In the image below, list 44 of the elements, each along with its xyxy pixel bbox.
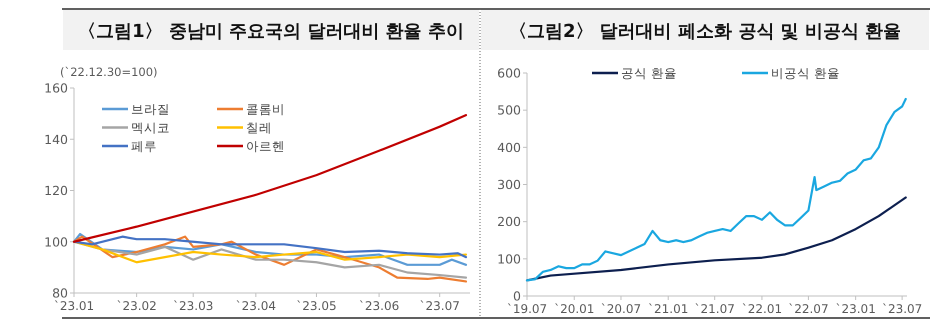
legend-label: 멕시코 xyxy=(131,120,170,135)
x-tick-label: `23.02 xyxy=(116,299,157,313)
x-tick-label: `23.06 xyxy=(358,299,400,313)
x-tick-label: `23.07 xyxy=(882,302,922,316)
x-tick-label: `23.01 xyxy=(835,302,876,316)
legend-label: 비공식 환율 xyxy=(771,66,840,80)
x-tick-label: `23.04 xyxy=(236,299,276,313)
y-tick-label: 100 xyxy=(44,234,68,250)
y-tick-label: 100 xyxy=(497,251,522,266)
legend-label: 콜롬비 xyxy=(246,102,285,116)
line-series xyxy=(72,232,468,266)
text: (`22.12.30=100) xyxy=(60,65,158,79)
x-tick-label: `19.07 xyxy=(506,302,548,316)
legend-label: 칠레 xyxy=(246,120,272,135)
x-tick-label: `23.07 xyxy=(420,299,460,313)
legend-label: 브라질 xyxy=(131,102,170,116)
y-tick-label: 300 xyxy=(497,177,522,192)
x-tick-label: `23.01 xyxy=(54,299,94,313)
y-tick-label: 0 xyxy=(513,288,522,304)
y-tick-label: 80 xyxy=(52,286,68,300)
legend-label: 공식 환율 xyxy=(621,66,677,80)
legend-label: 아르헨 xyxy=(246,138,285,154)
x-tick-label: `21.01 xyxy=(648,302,688,316)
x-tick-label: `20.01 xyxy=(554,302,594,316)
x-tick-label: `21.07 xyxy=(694,302,735,316)
chart-title: 〈그림2〉 달러대비 페소화 공식 및 비공식 환율 xyxy=(508,21,902,42)
x-tick-label: `23.05 xyxy=(296,299,337,313)
line-series xyxy=(526,98,907,282)
line-series xyxy=(72,114,468,243)
chart-title: 〈그림1〉 중남미 주요국의 달러대비 환율 추이 xyxy=(78,21,464,42)
y-tick-label: 200 xyxy=(497,214,522,230)
x-tick-label: `22.07 xyxy=(788,302,829,316)
y-tick-label: 120 xyxy=(44,183,68,198)
x-tick-label: `22.01 xyxy=(742,302,782,316)
line-series xyxy=(72,236,468,258)
y-tick-label: 400 xyxy=(497,140,522,155)
y-tick-label: 160 xyxy=(44,80,68,96)
x-tick-label: `23.03 xyxy=(173,299,214,313)
line-series xyxy=(72,240,468,264)
legend-label: 페루 xyxy=(131,138,157,154)
y-tick-label: 500 xyxy=(497,102,522,118)
y-tick-label: 140 xyxy=(44,132,68,147)
x-tick-label: `20.07 xyxy=(600,302,642,316)
y-tick-label: 600 xyxy=(497,66,522,80)
